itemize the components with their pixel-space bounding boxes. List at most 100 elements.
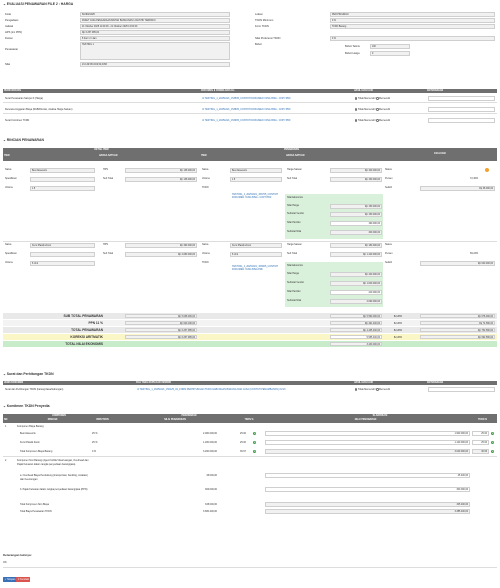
doc-row-3-keterangan[interactable]: [428, 118, 495, 123]
item1-nama-label: Nama: [5, 168, 12, 171]
k-row8-nilai2: 345.400,00: [265, 502, 470, 507]
add-icon[interactable]: +: [253, 439, 257, 444]
rincian-head-detail: DETAIL ITEM: [3, 148, 200, 152]
k-row7-text: b. Pajak Keluaran dalam rangka penyediaa…: [20, 488, 88, 491]
k-row6-text: a. Overhead Biaya Pendukung (transportas…: [20, 474, 88, 482]
keterangan-value[interactable]: OK: [3, 561, 7, 564]
hps-label: HPS (inc PPN): [5, 31, 23, 34]
k-head-nilai2: NILAI PENAWARAN: [263, 418, 468, 423]
k-row4-nilai2: 3.040.000,00: [265, 449, 470, 454]
nilai-label: Nilai: [5, 63, 11, 66]
back-button[interactable]: ✕ Kembali: [16, 577, 31, 583]
k-row5-no: 2: [5, 459, 7, 462]
item2-status-label: Status: [385, 243, 392, 246]
add-icon[interactable]: +: [491, 439, 495, 444]
rincian-sub-item2: ITEM: [200, 152, 285, 161]
lokasi-value: PER PINGIRAN: [330, 12, 495, 17]
doc-row-2-file[interactable]: ⬇ TESTING_1_20251021_153805_CONTOH DOKUM…: [202, 108, 291, 112]
doc-row-1-eval[interactable]: Tidak Memenuhi Memenuhi: [355, 97, 390, 101]
radio-tidak[interactable]: [355, 108, 358, 111]
doc-row-2-req: Rencana Anggaran Biaya (RAB/Rincian, Ana…: [5, 108, 73, 111]
surat-row-file[interactable]: ⬇ TESTING_1_20251021_150125_02_FORM PERH…: [137, 388, 351, 392]
sum-subtotal-label: SUB TOTAL PENAWARAN: [63, 314, 104, 318]
doc-row-1-keterangan[interactable]: [428, 96, 495, 101]
k-row2-nilai2[interactable]: 1.900.000,00: [265, 431, 470, 436]
k-row6-nilai2[interactable]: 45.400,00: [265, 473, 470, 478]
add-icon[interactable]: +: [253, 430, 257, 435]
k-row3-nilai2[interactable]: 1.140.000,00: [265, 440, 470, 445]
doc-row-2-file-text: TESTING_1_20251021_153805_CONTOH DOKUMEN…: [204, 108, 291, 111]
sum-total-label: TOTAL PENAWARAN: [71, 328, 103, 332]
opt-yes: Memenuhi: [379, 97, 391, 100]
item2-tkdn-label: TKDN: [202, 261, 209, 264]
radio-tidak[interactable]: [355, 119, 358, 122]
k-row1-text: Komponen Biaya Barang: [17, 425, 44, 428]
sum-koreksi-input[interactable]: 5.585.400,00: [330, 334, 382, 340]
doc-header-dokumen[interactable]: DOKUMEN ⬇ DOWNLOAD ALL: [200, 89, 353, 93]
sum-total-hps: Rp 6.257.985,00: [125, 327, 197, 333]
radio-memenuhi[interactable]: [376, 388, 379, 391]
k-row7-nilai2[interactable]: 300.000,00: [265, 487, 470, 492]
download-icon: ⬇: [137, 388, 140, 391]
surat-row-eval[interactable]: Tidak Memenuhi Memenuhi: [355, 388, 390, 392]
hps-value: Rp 6.257.985,00: [80, 30, 230, 35]
surat-row-keterangan[interactable]: [428, 387, 495, 392]
rincian-head-penawaran: PENAWARAN: [200, 148, 383, 152]
doc-row-1-file[interactable]: ⬇ TESTING_1_20251021_153505_CONTOH DOKUM…: [202, 97, 291, 101]
add-icon[interactable]: +: [491, 430, 495, 435]
pengadaan-value: PAKET JASA PENGADAAN BAHAN BANGUNAN LOGI…: [80, 18, 230, 23]
k-head-no: NO: [3, 418, 15, 423]
summary-row-ekonomis: [3, 341, 497, 347]
sum-subtotal-pen: Rp 5.590.000,00: [330, 313, 382, 319]
doc-row-2-keterangan[interactable]: [428, 107, 495, 112]
bobot-teknis-value: 100: [370, 44, 410, 49]
item2-nama: Kursi Plastik Zoom: [30, 243, 95, 248]
item2-pvol-label: Volume: [202, 252, 210, 255]
doc-row-3-eval[interactable]: Tidak Memenuhi Memenuhi: [355, 119, 390, 123]
k-head-rincian: RINCIAN: [15, 418, 90, 423]
k-row4-text: Total Komponen Biaya Barang: [20, 450, 53, 453]
item2-pnama-label: Nama: [202, 243, 209, 246]
kode-label: Kode: [5, 13, 12, 16]
radio-tidak[interactable]: [355, 388, 358, 391]
add-icon[interactable]: +: [253, 448, 257, 453]
k-row2-text: Besi Aksesoris: [20, 432, 36, 435]
doc-row-3-file[interactable]: ⬇ TESTING_1_20251021_153905_CONTOH DOKUM…: [202, 119, 291, 123]
doc-header-hasil: HASIL EVALUASI: [353, 89, 426, 93]
k-row2-tkdn2[interactable]: 25.00: [472, 431, 489, 436]
add-icon[interactable]: +: [491, 448, 495, 453]
radio-memenuhi[interactable]: [376, 108, 379, 111]
item1-persen: 72,46%: [470, 177, 479, 180]
item2-pamflet-input[interactable]: 410.000,00: [330, 290, 382, 295]
item1-snilai-label: Subtotal Nilai: [287, 230, 302, 233]
item1-hps: Rp 138.000,00: [125, 168, 197, 173]
form-tkdn-value: TKDN Barang: [330, 24, 495, 29]
section-title-evaluasi-text: EVALUASI PENAWARAN FILE 2 : HARGA: [6, 2, 74, 6]
radio-memenuhi[interactable]: [376, 97, 379, 100]
doc-row-1-file-text: TESTING_1_20251021_153505_CONTOH DOKUMEN…: [204, 97, 291, 100]
item2-persen-label: Persen: [385, 252, 393, 255]
rincian-sub-harga2: HARGA SATUAN: [285, 152, 383, 161]
item1-pamflet-input[interactable]: 190.000,00: [330, 221, 382, 226]
item2-spek-label: Spesifikasi: [5, 252, 17, 255]
k-row2-bmn: 25 %: [92, 432, 98, 435]
k-row3-tkdn2[interactable]: 25.00: [472, 440, 489, 445]
item1-pvol-label: Volume: [202, 177, 210, 180]
tkdn-min-label: TKDN Minimum: [255, 19, 274, 22]
save-button[interactable]: ✓ Simpan: [3, 577, 17, 583]
doc-row-1-req: Surat Penawaran Sampul II (Harga): [5, 97, 44, 100]
item2-hps-label: HPS: [103, 243, 108, 246]
item2-tkdn-file[interactable]: TESTING_1_20251021_153905_CONTOH DOKUMEN…: [232, 265, 278, 272]
sum-koreksi-eval: Rp 692.580,00: [420, 334, 495, 340]
sum-ekonomis-pen: 3.430.000,00: [330, 341, 382, 347]
item1-tkdn-file[interactable]: TESTING_1_20251021_153705_CONTOH DOKUMEN…: [232, 193, 278, 200]
jadwal-value: 21 Oktober 2025 11:00:00 - 21 Oktober 20…: [80, 24, 230, 29]
radio-tidak[interactable]: [355, 97, 358, 100]
item2-vol: 8 Unit: [30, 261, 95, 266]
item1-sub2: Rp 150.000,00: [330, 177, 382, 182]
sum-koreksi-label: KOREKSI ARITMATIK: [70, 335, 103, 339]
bobot-harga-value: 0: [370, 51, 410, 56]
doc-row-2-eval[interactable]: Tidak Memenuhi Memenuhi: [355, 108, 390, 112]
radio-memenuhi[interactable]: [376, 119, 379, 122]
k-row2-nilai: 2.000.000,00: [203, 432, 217, 435]
